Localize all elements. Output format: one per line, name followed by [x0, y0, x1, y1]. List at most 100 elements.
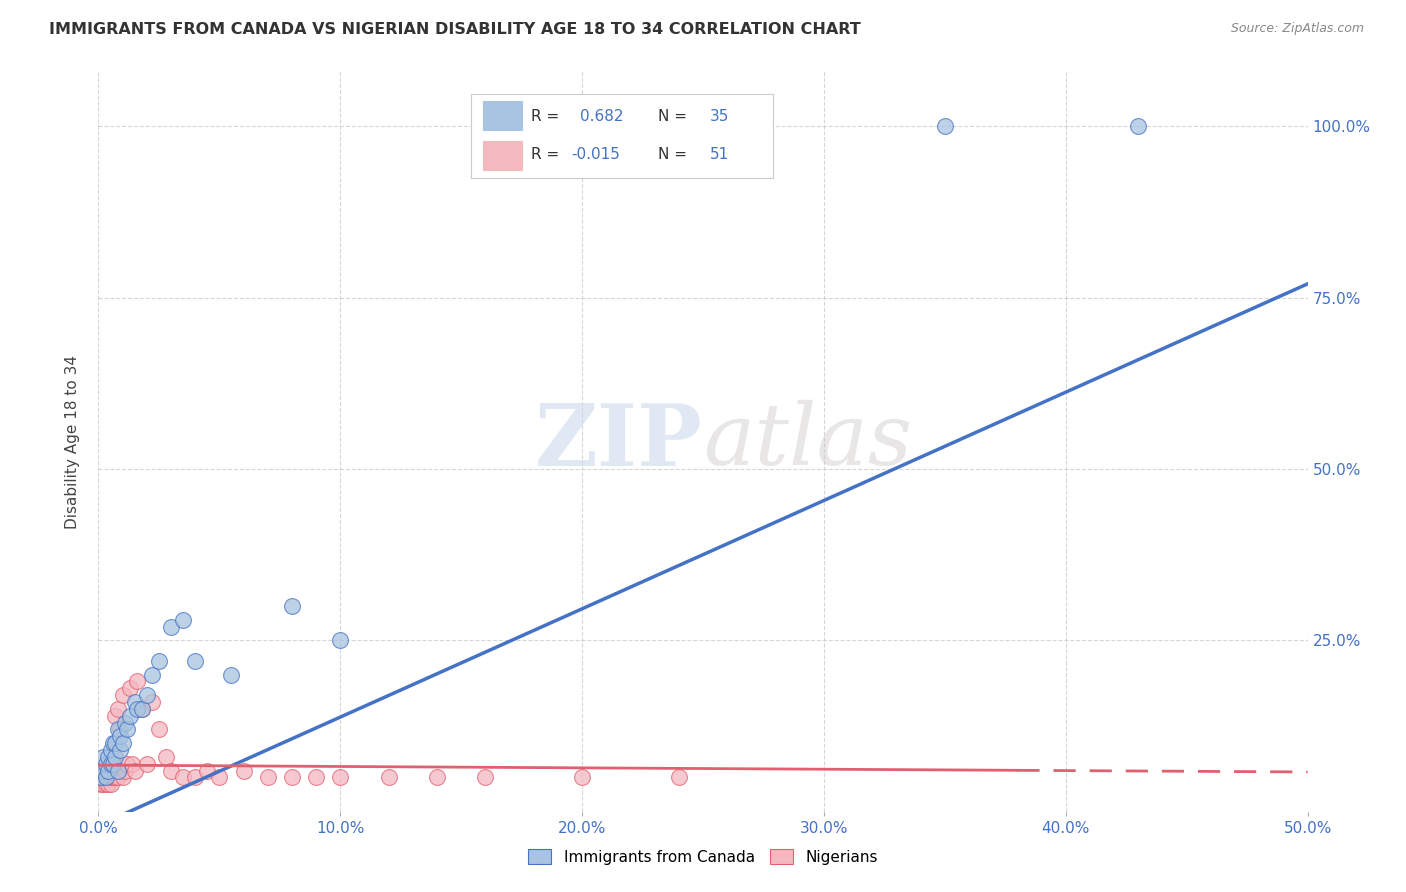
Point: [104, 736, 127, 750]
Text: atlas: atlas: [703, 401, 912, 483]
Point: [107, 764, 129, 778]
Text: N =: N =: [658, 147, 692, 162]
Point: [232, 764, 254, 778]
Point: [160, 764, 183, 778]
Point: [221, 667, 243, 681]
Point: [111, 771, 134, 785]
Text: Source: ZipAtlas.com: Source: ZipAtlas.com: [1230, 22, 1364, 36]
Point: [135, 756, 157, 771]
Point: [195, 764, 218, 778]
Point: [127, 702, 149, 716]
Point: [117, 723, 139, 737]
Point: [108, 743, 131, 757]
Text: IMMIGRANTS FROM CANADA VS NIGERIAN DISABILITY AGE 18 TO 34 CORRELATION CHART: IMMIGRANTS FROM CANADA VS NIGERIAN DISAB…: [49, 22, 860, 37]
Point: [101, 750, 124, 764]
Point: [101, 764, 124, 778]
Point: [107, 702, 129, 716]
Point: [117, 756, 139, 771]
Point: [124, 764, 146, 778]
Text: 51: 51: [710, 147, 730, 162]
Point: [91, 777, 114, 791]
Point: [155, 750, 177, 764]
Point: [91, 764, 114, 778]
Point: [571, 771, 593, 785]
Point: [97, 764, 120, 778]
Text: N =: N =: [658, 109, 692, 124]
Text: -0.015: -0.015: [571, 147, 620, 162]
Point: [141, 695, 163, 709]
Point: [91, 750, 114, 764]
Point: [474, 771, 496, 785]
Point: [121, 756, 143, 771]
Point: [172, 771, 194, 785]
Point: [108, 723, 131, 737]
Point: [100, 777, 122, 791]
Text: R =: R =: [531, 109, 569, 124]
Point: [94, 771, 117, 785]
Bar: [484, 102, 523, 130]
Point: [94, 771, 117, 785]
Point: [127, 674, 149, 689]
Point: [97, 771, 120, 785]
Point: [148, 723, 170, 737]
Point: [100, 756, 122, 771]
Point: [100, 771, 122, 785]
Point: [377, 771, 399, 785]
Point: [90, 771, 112, 785]
Point: [141, 667, 163, 681]
Point: [97, 750, 120, 764]
Point: [104, 708, 127, 723]
Point: [208, 771, 231, 785]
Point: [111, 688, 134, 702]
Point: [114, 715, 136, 730]
Point: [91, 771, 114, 785]
Point: [101, 736, 124, 750]
Point: [160, 619, 183, 633]
Point: [111, 736, 134, 750]
Point: [91, 764, 114, 778]
Point: [108, 729, 131, 743]
Text: ZIP: ZIP: [536, 400, 703, 483]
Legend: Immigrants from Canada, Nigerians: Immigrants from Canada, Nigerians: [522, 843, 884, 871]
Point: [118, 708, 141, 723]
Point: [668, 771, 690, 785]
Point: [100, 743, 122, 757]
Point: [256, 771, 278, 785]
Point: [426, 771, 449, 785]
Point: [281, 599, 304, 613]
Point: [184, 771, 207, 785]
Text: 35: 35: [710, 109, 730, 124]
Text: 0.682: 0.682: [579, 109, 623, 124]
Point: [114, 764, 136, 778]
Point: [90, 777, 112, 791]
Point: [94, 777, 117, 791]
Point: [101, 771, 124, 785]
Text: R =: R =: [531, 147, 565, 162]
Point: [329, 633, 352, 648]
Point: [101, 756, 124, 771]
Point: [281, 771, 304, 785]
Bar: [484, 141, 523, 169]
Point: [104, 771, 127, 785]
Point: [108, 764, 131, 778]
Point: [148, 654, 170, 668]
Point: [100, 756, 122, 771]
Point: [97, 764, 120, 778]
Point: [107, 771, 129, 785]
Point: [305, 771, 328, 785]
Point: [131, 702, 153, 716]
Y-axis label: Disability Age 18 to 34: Disability Age 18 to 34: [65, 354, 80, 529]
Point: [90, 771, 112, 785]
Point: [94, 756, 117, 771]
Point: [131, 702, 153, 716]
Point: [184, 654, 207, 668]
Point: [118, 681, 141, 696]
Point: [135, 688, 157, 702]
Point: [124, 695, 146, 709]
Point: [1128, 119, 1150, 133]
Point: [104, 750, 127, 764]
Point: [97, 777, 120, 791]
Point: [329, 771, 352, 785]
Point: [107, 723, 129, 737]
Point: [934, 119, 956, 133]
